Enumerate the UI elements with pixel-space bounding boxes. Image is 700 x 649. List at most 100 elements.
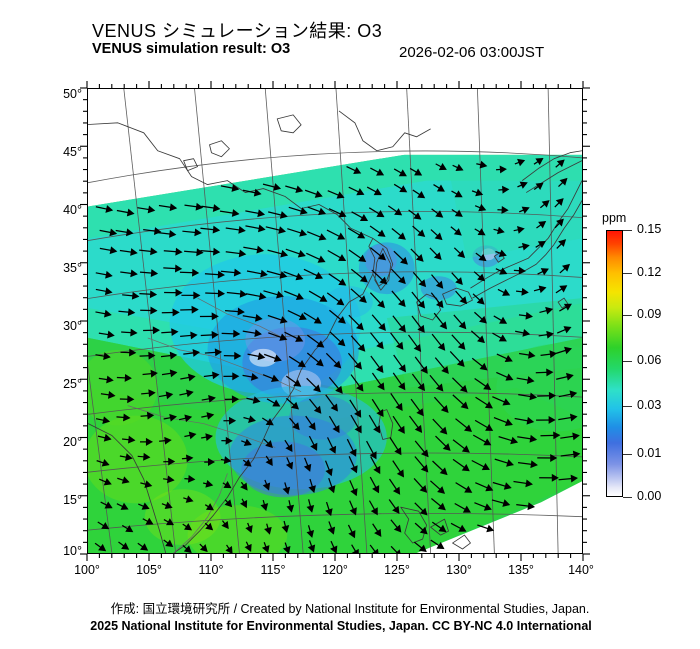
wind-vector-head xyxy=(517,158,526,167)
wind-vector-head xyxy=(212,247,221,256)
wind-vector-head xyxy=(438,163,447,171)
wind-vector-head xyxy=(372,548,379,553)
x-tick-135: 135° xyxy=(508,563,534,577)
wind-vector-head xyxy=(535,182,544,190)
wind-vector-head xyxy=(299,207,308,215)
wind-vector-head xyxy=(253,188,262,197)
wind-vector-head xyxy=(379,276,388,285)
wind-vector-head xyxy=(319,294,328,302)
wind-vector-head xyxy=(436,541,445,550)
wind-vector-head xyxy=(521,206,530,214)
x-tick-100: 100° xyxy=(74,563,100,577)
wind-vector-head xyxy=(229,416,237,425)
wind-vector-head xyxy=(569,390,578,399)
wind-vector-head xyxy=(461,464,470,472)
wind-vector-head xyxy=(105,205,114,213)
wind-vector-head xyxy=(185,454,194,463)
wind-vector-head xyxy=(240,482,248,491)
wind-vector-head xyxy=(164,501,173,509)
wind-vector-head xyxy=(453,228,462,236)
wind-vector-head xyxy=(377,229,386,237)
wind-vector-head xyxy=(217,270,226,279)
wind-vector-head xyxy=(273,183,282,191)
wind-vector-head xyxy=(192,348,201,357)
wind-vector-shaft xyxy=(369,544,377,553)
wind-vector-head xyxy=(310,442,318,451)
wind-vector-head xyxy=(256,245,265,254)
wind-vector-head xyxy=(458,524,467,532)
wind-vector-head xyxy=(279,316,288,324)
wind-vector-head xyxy=(318,207,327,216)
wind-vector-head xyxy=(205,433,213,442)
wind-vector-head xyxy=(303,463,312,472)
wind-vector-head xyxy=(354,409,362,418)
wind-vector-head xyxy=(270,374,280,382)
wind-vector-head xyxy=(478,203,487,212)
wind-vector-head xyxy=(572,450,581,459)
wind-vectors xyxy=(94,158,581,553)
wind-vector-head xyxy=(464,424,473,432)
wind-vector-head xyxy=(457,250,466,259)
wind-vector-head xyxy=(350,465,358,474)
wind-vector-head xyxy=(107,390,116,399)
wind-vector-head xyxy=(475,188,484,197)
wind-vector-head xyxy=(537,240,546,249)
wind-vector-head xyxy=(479,362,488,371)
wind-vector-head xyxy=(199,544,208,553)
wind-vector-head xyxy=(150,247,158,256)
wind-vector-head xyxy=(101,458,110,467)
wind-vector-head xyxy=(349,507,357,516)
wind-vector-head xyxy=(397,232,406,240)
wind-vector-head xyxy=(212,371,220,380)
wind-vector-head xyxy=(131,291,140,300)
wind-vector-head xyxy=(434,232,443,241)
wind-vector-head xyxy=(265,440,273,449)
wind-vector-head xyxy=(265,418,274,426)
wind-vector-head xyxy=(223,456,232,465)
wind-vector-head xyxy=(328,445,337,454)
wind-vector-head xyxy=(538,285,547,294)
wind-vector-head xyxy=(297,360,306,368)
wind-vector-head xyxy=(106,375,114,384)
wind-vector-head xyxy=(206,412,215,420)
wind-vector-head xyxy=(148,351,156,360)
map-plot-area[interactable] xyxy=(87,88,583,554)
concentration-field xyxy=(88,154,582,553)
colorbar-tick-mark xyxy=(623,272,632,274)
wind-vector-head xyxy=(101,522,110,530)
wind-vector-head xyxy=(505,373,514,381)
wind-vector-head xyxy=(442,443,451,451)
wind-vector-head xyxy=(376,409,384,418)
wind-vector-head xyxy=(290,401,300,410)
wind-vector-head xyxy=(237,307,245,316)
wind-vector-head xyxy=(377,300,385,309)
wind-vector-head xyxy=(145,437,154,446)
colorbar-tick-mark xyxy=(623,406,632,408)
wind-vector-head xyxy=(378,252,387,261)
wind-vector-head xyxy=(460,401,469,410)
wind-vector-head xyxy=(395,549,401,553)
wind-vector-head xyxy=(205,503,214,511)
wind-vector-head xyxy=(185,495,194,503)
wind-vector-head xyxy=(521,287,529,296)
wind-vector-head xyxy=(184,414,193,423)
wind-vector-head xyxy=(483,503,492,511)
colorbar-tick-mark xyxy=(623,315,632,317)
colorbar-gradient[interactable] xyxy=(606,230,623,497)
wind-vector-head xyxy=(399,185,408,193)
wind-vector-head xyxy=(483,382,492,391)
wind-vector-head xyxy=(455,163,464,172)
wind-vector-head xyxy=(105,270,113,279)
wind-vector-head xyxy=(148,389,156,398)
wind-vector-head xyxy=(485,483,494,492)
wind-vector-head xyxy=(525,311,533,320)
wind-vector-head xyxy=(454,190,463,198)
wind-vector-head xyxy=(313,405,322,414)
wind-vector-head xyxy=(187,475,196,483)
y-tick-40: 40° xyxy=(63,203,82,217)
wind-vector-head xyxy=(398,382,406,391)
wind-vector-head xyxy=(239,289,248,298)
wind-vector-head xyxy=(559,177,568,186)
wind-vector-head xyxy=(193,291,201,300)
wind-vector-head xyxy=(232,372,240,381)
